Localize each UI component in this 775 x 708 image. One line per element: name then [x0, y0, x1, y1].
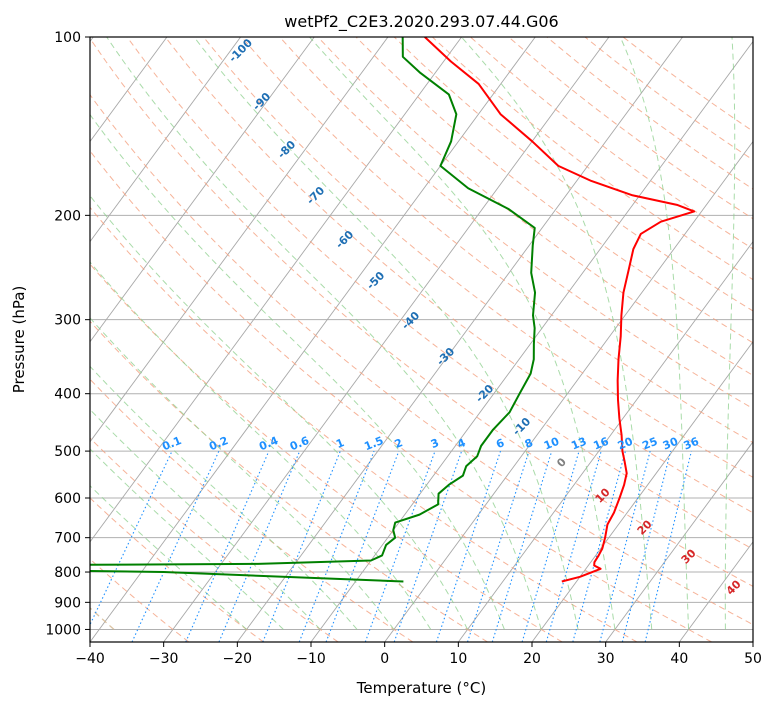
mixing-ratio-line — [572, 450, 626, 642]
mixing-ratio-label: 16 — [591, 435, 610, 453]
plot-area — [90, 37, 753, 642]
x-tick-label: 40 — [670, 651, 688, 667]
moist-adiabat — [90, 408, 321, 630]
x-tick-label: −40 — [75, 651, 105, 667]
isotherm — [457, 240, 753, 642]
moist-adiabat — [90, 261, 432, 630]
moist-adiabat — [724, 37, 736, 630]
y-tick-label: 500 — [54, 444, 81, 460]
isotherm — [605, 441, 753, 642]
mixing-ratio-line — [131, 450, 220, 642]
dry-adiabat — [90, 150, 712, 642]
isotherm — [384, 140, 753, 642]
isotherm — [163, 37, 610, 642]
moist-adiabat — [461, 37, 653, 630]
isotherm — [90, 37, 168, 143]
mixing-ratio-label: 1 — [334, 436, 346, 451]
mixing-ratio-label: 13 — [569, 435, 588, 453]
moist-adiabat — [309, 37, 616, 630]
y-tick-label: 300 — [54, 313, 81, 329]
mixing-ratio-line — [621, 450, 672, 642]
isotherm — [236, 37, 683, 642]
mixing-ratio-label: 8 — [523, 436, 535, 451]
isotherm — [90, 37, 315, 343]
x-tick-label: 10 — [449, 651, 467, 667]
mixing-ratio-label: 36 — [682, 435, 701, 453]
moist-adiabat — [106, 37, 542, 630]
temperature-profile — [424, 37, 696, 583]
y-tick-label: 800 — [54, 565, 81, 581]
moist-adiabat — [90, 448, 284, 630]
mixing-ratio-line — [435, 450, 502, 642]
x-tick-label: 0 — [380, 651, 389, 667]
y-tick-label: 700 — [54, 531, 81, 547]
moist-adiabat — [90, 317, 395, 630]
mixing-ratio-label: 10 — [542, 435, 561, 453]
isotherm — [90, 37, 241, 243]
mixing-ratio-line — [599, 450, 651, 642]
y-tick-label: 1000 — [45, 622, 81, 638]
dry-adiabat — [90, 93, 753, 626]
dry-adiabat — [279, 37, 753, 410]
plot-frame — [89, 36, 754, 643]
y-tick-label: 100 — [54, 30, 81, 46]
mixing-ratio-line — [644, 450, 692, 642]
mixing-ratio-line — [218, 450, 301, 642]
mixing-ratio-label: 3 — [429, 436, 441, 451]
y-axis: 100 200 300 400 500 600 700 800 900 1000 — [45, 30, 90, 638]
sounding-profiles — [90, 37, 696, 583]
dry-adiabat — [90, 37, 753, 587]
mixing-ratio-label: 20 — [616, 435, 635, 453]
x-tick-label: −30 — [149, 651, 179, 667]
isotherm — [90, 37, 389, 443]
y-tick-label: 200 — [54, 208, 81, 224]
y-tick-label: 600 — [54, 491, 81, 507]
isotherm — [752, 641, 753, 642]
dry-adiabat — [126, 37, 753, 550]
isotherm — [531, 340, 753, 642]
moist-adiabat — [90, 113, 505, 630]
isotherm — [90, 37, 536, 642]
mixing-ratio-label: 2 — [393, 436, 405, 451]
x-axis: −40 −30 −20 −10 0 10 20 30 40 50 — [75, 642, 762, 667]
mixing-ratio-line — [491, 450, 553, 642]
x-axis-title: Temperature (°C) — [356, 679, 486, 697]
mixing-ratio-line — [185, 450, 270, 642]
dewpoint-profile — [90, 37, 537, 583]
moist-adiabat — [619, 37, 690, 630]
y-tick-label: 400 — [54, 387, 81, 403]
chart-title: wetPf2_C2E3.2020.293.07.44.G06 — [284, 12, 558, 32]
x-tick-label: 20 — [523, 651, 541, 667]
mixing-ratio-line — [364, 450, 436, 642]
dry-adiabat — [90, 206, 638, 642]
moist-adiabat — [90, 485, 247, 630]
x-tick-label: 30 — [597, 651, 615, 667]
x-tick-label: −20 — [223, 651, 253, 667]
mixing-ratio-line — [521, 450, 580, 642]
dry-adiabat — [90, 378, 414, 642]
dry-adiabat — [164, 37, 753, 514]
dry-adiabat — [355, 37, 753, 344]
mixing-ratio-line — [545, 450, 602, 642]
mixing-ratio-label: 25 — [640, 435, 659, 453]
dry-adiabat — [90, 263, 563, 642]
background-lines — [90, 37, 753, 642]
x-tick-label: 50 — [744, 651, 762, 667]
y-tick-label: 900 — [54, 595, 81, 611]
mixing-ratio-line — [466, 450, 530, 642]
y-axis-title: Pressure (hPa) — [10, 286, 28, 394]
mixing-ratio-label: 30 — [661, 435, 680, 453]
moist-adiabat — [193, 37, 579, 630]
x-tick-label: −10 — [296, 651, 326, 667]
dry-adiabat — [317, 37, 753, 376]
